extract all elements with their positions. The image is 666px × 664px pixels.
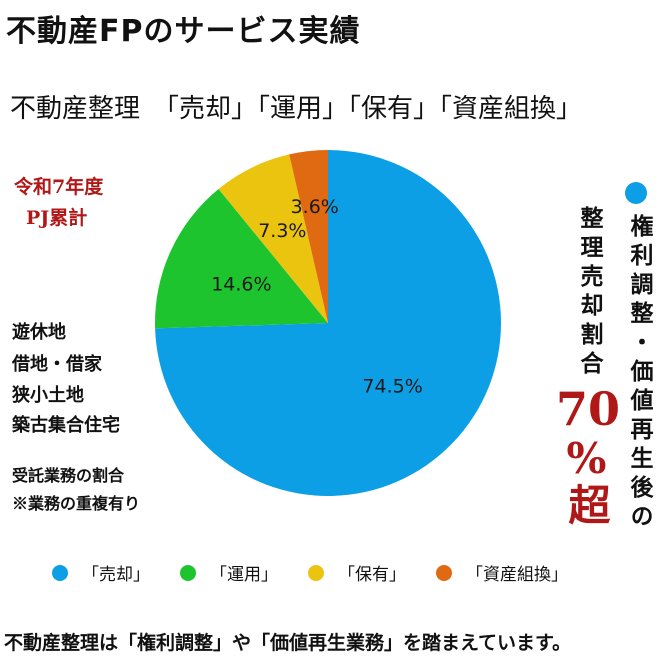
pie-slice-3 bbox=[218, 154, 328, 323]
page-title: 不動産FPのサービス実績 bbox=[6, 14, 361, 49]
pie-label-4: 3.6% bbox=[291, 196, 339, 218]
period-label: 令和7年度 bbox=[14, 176, 104, 198]
big-percentage-suffix: %超 bbox=[562, 434, 611, 525]
legend-item-1: 「売却」 bbox=[52, 560, 150, 585]
pie-label-3: 7.3% bbox=[258, 220, 306, 242]
legend-item-3: 「保有」 bbox=[308, 560, 406, 585]
side-caption-middle: 整理売却割合 bbox=[576, 206, 603, 380]
legend-label: 「運用」 bbox=[210, 565, 278, 585]
side-caption-right: 権利調整・価値再生後の bbox=[626, 214, 653, 533]
property-type-4: 築古集合住宅 bbox=[12, 415, 120, 436]
footer-note: 不動産整理は「権利調整」や「価値再生業務」を踏まえています。 bbox=[4, 632, 572, 654]
legend-label: 「資産組換」 bbox=[466, 565, 568, 585]
pie-slice-1 bbox=[155, 150, 502, 496]
period-sublabel: PJ累計 bbox=[26, 207, 88, 229]
legend-label: 「売却」 bbox=[82, 565, 150, 585]
property-type-1: 遊休地 bbox=[12, 322, 66, 343]
legend-dot-icon bbox=[180, 564, 196, 581]
legend-item-4: 「資産組換」 bbox=[436, 560, 568, 585]
property-type-2: 借地・借家 bbox=[12, 354, 102, 375]
legend-dot-icon bbox=[308, 564, 324, 581]
big-percentage-value: 70 bbox=[556, 382, 621, 436]
note-overlap: ※業務の重複有り bbox=[12, 494, 141, 513]
note-ratio: 受託業務の割合 bbox=[12, 466, 125, 485]
page-subtitle: 不動産整理 「売却」「運用」「保有」「資産組換」 bbox=[10, 94, 583, 124]
legend-dot-icon bbox=[436, 564, 452, 581]
legend-label: 「保有」 bbox=[338, 565, 406, 585]
legend: 「売却」 「運用」 「保有」 「資産組換」 bbox=[52, 560, 598, 585]
legend-dot-icon bbox=[52, 564, 68, 581]
big-percentage: 70 %超 bbox=[556, 382, 621, 525]
pie-label-1: 74.5% bbox=[362, 376, 422, 398]
pie-slice-4 bbox=[289, 150, 328, 323]
property-type-3: 狭小土地 bbox=[12, 385, 84, 406]
legend-item-2: 「運用」 bbox=[180, 560, 278, 585]
pie-slice-2 bbox=[155, 189, 328, 329]
pie-label-2: 14.6% bbox=[211, 274, 271, 296]
pie-chart: 74.5% 14.6% 7.3%3.6% bbox=[155, 150, 502, 496]
blue-bullet-icon bbox=[625, 182, 647, 204]
